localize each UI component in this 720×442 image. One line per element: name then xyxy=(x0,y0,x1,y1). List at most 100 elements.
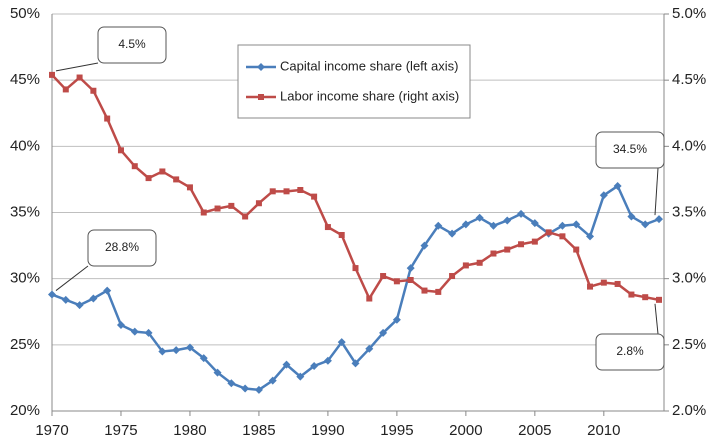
marker xyxy=(48,290,56,299)
marker xyxy=(406,264,415,273)
marker xyxy=(173,176,180,183)
y2-tick-label: 4.0% xyxy=(672,137,706,154)
marker xyxy=(613,182,622,191)
x-tick-label: 1970 xyxy=(35,422,68,439)
y-tick-label: 20% xyxy=(10,402,40,419)
annotation-box xyxy=(97,26,167,64)
marker xyxy=(614,280,621,287)
marker xyxy=(103,286,112,295)
x-tick-label: 2010 xyxy=(587,422,620,439)
marker xyxy=(117,147,124,154)
x-tick-label: 1975 xyxy=(104,422,137,439)
marker xyxy=(572,220,581,229)
marker xyxy=(655,215,663,224)
marker xyxy=(241,384,250,393)
marker xyxy=(158,347,167,356)
x-tick-label: 1990 xyxy=(311,422,344,439)
annotation-text: 4.5% xyxy=(118,37,146,51)
annotation-box xyxy=(595,333,665,371)
marker xyxy=(255,200,262,207)
y2-tick-label: 3.5% xyxy=(672,203,706,220)
marker xyxy=(257,63,265,71)
marker xyxy=(503,216,512,225)
marker xyxy=(268,376,277,385)
annotation-arrow xyxy=(55,265,89,291)
marker xyxy=(62,86,69,93)
marker xyxy=(242,213,249,220)
x-tick-label: 1980 xyxy=(173,422,206,439)
marker xyxy=(186,184,193,191)
annotation-text: 34.5% xyxy=(613,142,647,156)
x-tick-label: 2000 xyxy=(449,422,482,439)
marker xyxy=(628,291,635,298)
annotation-arrow xyxy=(654,303,659,335)
marker xyxy=(227,379,236,388)
x-tick-label: 1985 xyxy=(242,422,275,439)
marker xyxy=(599,191,608,200)
annotation-text: 2.8% xyxy=(616,344,644,358)
marker xyxy=(311,193,318,200)
marker xyxy=(296,372,305,381)
marker xyxy=(407,276,414,283)
marker xyxy=(476,259,483,266)
marker xyxy=(641,220,650,229)
marker xyxy=(393,278,400,285)
marker xyxy=(89,294,98,303)
marker xyxy=(586,232,595,241)
marker xyxy=(545,229,552,236)
marker xyxy=(475,213,484,222)
marker xyxy=(489,221,498,230)
series-line xyxy=(51,184,660,392)
annotation-arrow xyxy=(654,167,659,216)
y-tick-label: 25% xyxy=(10,336,40,353)
marker xyxy=(200,209,207,216)
y2-tick-label: 3.0% xyxy=(672,270,706,287)
marker xyxy=(269,188,276,195)
marker xyxy=(392,315,401,324)
marker xyxy=(379,328,388,337)
marker xyxy=(518,241,525,248)
marker xyxy=(185,343,194,352)
marker xyxy=(282,360,291,369)
marker xyxy=(517,209,526,218)
legend-box xyxy=(237,44,471,119)
marker xyxy=(656,296,662,303)
marker xyxy=(254,385,263,394)
marker xyxy=(76,74,83,81)
marker xyxy=(131,163,138,170)
marker xyxy=(145,175,152,182)
marker xyxy=(559,233,566,240)
marker xyxy=(104,115,111,122)
marker xyxy=(116,320,125,329)
marker xyxy=(530,219,539,228)
marker xyxy=(61,295,70,304)
marker xyxy=(448,229,457,238)
marker xyxy=(337,338,346,347)
marker xyxy=(435,288,442,295)
marker xyxy=(214,205,221,212)
x-tick-label: 2005 xyxy=(518,422,551,439)
y2-tick-label: 2.0% xyxy=(672,402,706,419)
marker xyxy=(462,262,469,269)
marker xyxy=(297,187,304,194)
marker xyxy=(228,202,235,209)
marker xyxy=(323,356,332,365)
legend-label: Capital income share (left axis) xyxy=(280,58,458,73)
marker xyxy=(258,94,264,100)
marker xyxy=(366,295,373,302)
marker xyxy=(420,241,429,250)
marker xyxy=(324,224,331,231)
y-tick-label: 40% xyxy=(10,137,40,154)
y2-tick-label: 4.5% xyxy=(672,71,706,88)
marker xyxy=(380,273,387,280)
marker xyxy=(600,279,607,286)
marker xyxy=(352,265,359,272)
annotation-box xyxy=(595,131,665,169)
marker xyxy=(504,246,511,253)
y-tick-label: 45% xyxy=(10,71,40,88)
marker xyxy=(558,221,567,230)
x-tick-label: 1995 xyxy=(380,422,413,439)
marker xyxy=(627,212,636,221)
marker xyxy=(172,346,181,355)
